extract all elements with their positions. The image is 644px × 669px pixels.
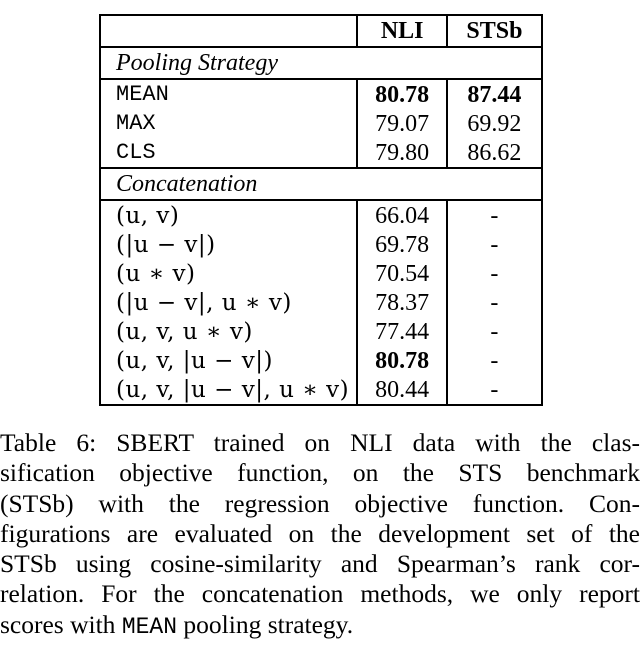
- row-label: (|u − v|): [98, 230, 359, 259]
- row-label: (|u − v|, u ∗ v): [98, 288, 359, 317]
- header-cell-label: [98, 14, 359, 47]
- caption-line: sification objective function, on the ST…: [0, 458, 640, 488]
- nli-score: 80.44: [357, 375, 448, 406]
- nli-score: 70.54: [357, 259, 448, 288]
- nli-score: 80.78: [357, 79, 448, 109]
- table-row: MEAN 80.78 87.44: [98, 79, 544, 109]
- stsb-score: 87.44: [446, 79, 544, 109]
- nli-score: 79.80: [357, 138, 448, 168]
- table-row: MAX 79.07 69.92: [98, 109, 544, 138]
- table-header-row: NLI STSb: [98, 14, 544, 47]
- results-table: NLI STSb Pooling Strategy MEAN 80.78 87.44 M…: [98, 14, 544, 406]
- table-row: (u ∗ v) 70.54-: [98, 259, 544, 288]
- caption-line: STSb using cosine-similarity and Spearma…: [0, 549, 640, 579]
- caption-line: (STSb) with the regression objective fun…: [0, 488, 640, 518]
- section-row: Pooling Strategy: [99, 46, 543, 80]
- caption-line: Table 6: SBERT trained on NLI data with …: [0, 428, 640, 457]
- caption-last-prefix: scores with: [0, 609, 122, 639]
- row-label: (u, v): [98, 200, 359, 230]
- nli-score: 77.44: [357, 317, 448, 346]
- stsb-score: -: [446, 200, 544, 230]
- table-row: (|u − v|, u ∗ v) 78.37-: [98, 288, 544, 317]
- section-title: Pooling Strategy: [99, 46, 543, 80]
- row-label: (u, v, |u − v|): [98, 346, 359, 375]
- table-row: (u, v) 66.04-: [98, 200, 544, 230]
- caption-last-suffix: pooling strategy.: [177, 609, 354, 639]
- row-label: (u ∗ v): [98, 259, 359, 288]
- header-cell-nli: NLI: [357, 14, 448, 47]
- stsb-score: -: [446, 346, 544, 375]
- table-row: (u, v, u ∗ v) 77.44-: [98, 317, 544, 346]
- row-label: (u, v, u ∗ v): [98, 317, 359, 346]
- table-row: (u, v, |u − v|, u ∗ v) 80.44-: [98, 375, 544, 406]
- section-row: Concatenation: [99, 167, 543, 201]
- table-body: Pooling Strategy MEAN 80.78 87.44 MAX 79.07 69…: [98, 46, 544, 406]
- nli-score: 66.04: [357, 200, 448, 230]
- nli-score: 79.07: [357, 109, 448, 138]
- stsb-score: -: [446, 230, 544, 259]
- nli-score: 80.78: [357, 346, 448, 375]
- row-label: CLS: [98, 138, 359, 168]
- stsb-score: 86.62: [446, 138, 544, 168]
- row-label: (u, v, |u − v|, u ∗ v): [98, 375, 359, 406]
- stsb-score: -: [446, 317, 544, 346]
- stsb-score: -: [446, 259, 544, 288]
- caption-code-mean: MEAN: [121, 613, 178, 640]
- row-label: MEAN: [98, 79, 359, 109]
- row-label: MAX: [98, 109, 359, 138]
- nli-score: 69.78: [357, 230, 448, 259]
- stsb-score: -: [446, 375, 544, 406]
- header-cell-stsb: STSb: [446, 14, 544, 47]
- table-row: CLS 79.80 86.62: [98, 138, 544, 168]
- table-caption: Table 6: SBERT trained on NLI data with …: [0, 428, 640, 642]
- table-row: (u, v, |u − v|) 80.78-: [98, 346, 544, 375]
- caption-line: relation. For the concatenation methods,…: [0, 579, 640, 609]
- caption-line: figurations are evaluated on the develop…: [0, 518, 640, 548]
- nli-score: 78.37: [357, 288, 448, 317]
- table-row: (|u − v|) 69.78-: [98, 230, 544, 259]
- stsb-score: 69.92: [446, 109, 544, 138]
- section-title: Concatenation: [99, 167, 543, 201]
- caption-line-last: scores with MEAN pooling strategy.: [0, 610, 640, 642]
- stsb-score: -: [446, 288, 544, 317]
